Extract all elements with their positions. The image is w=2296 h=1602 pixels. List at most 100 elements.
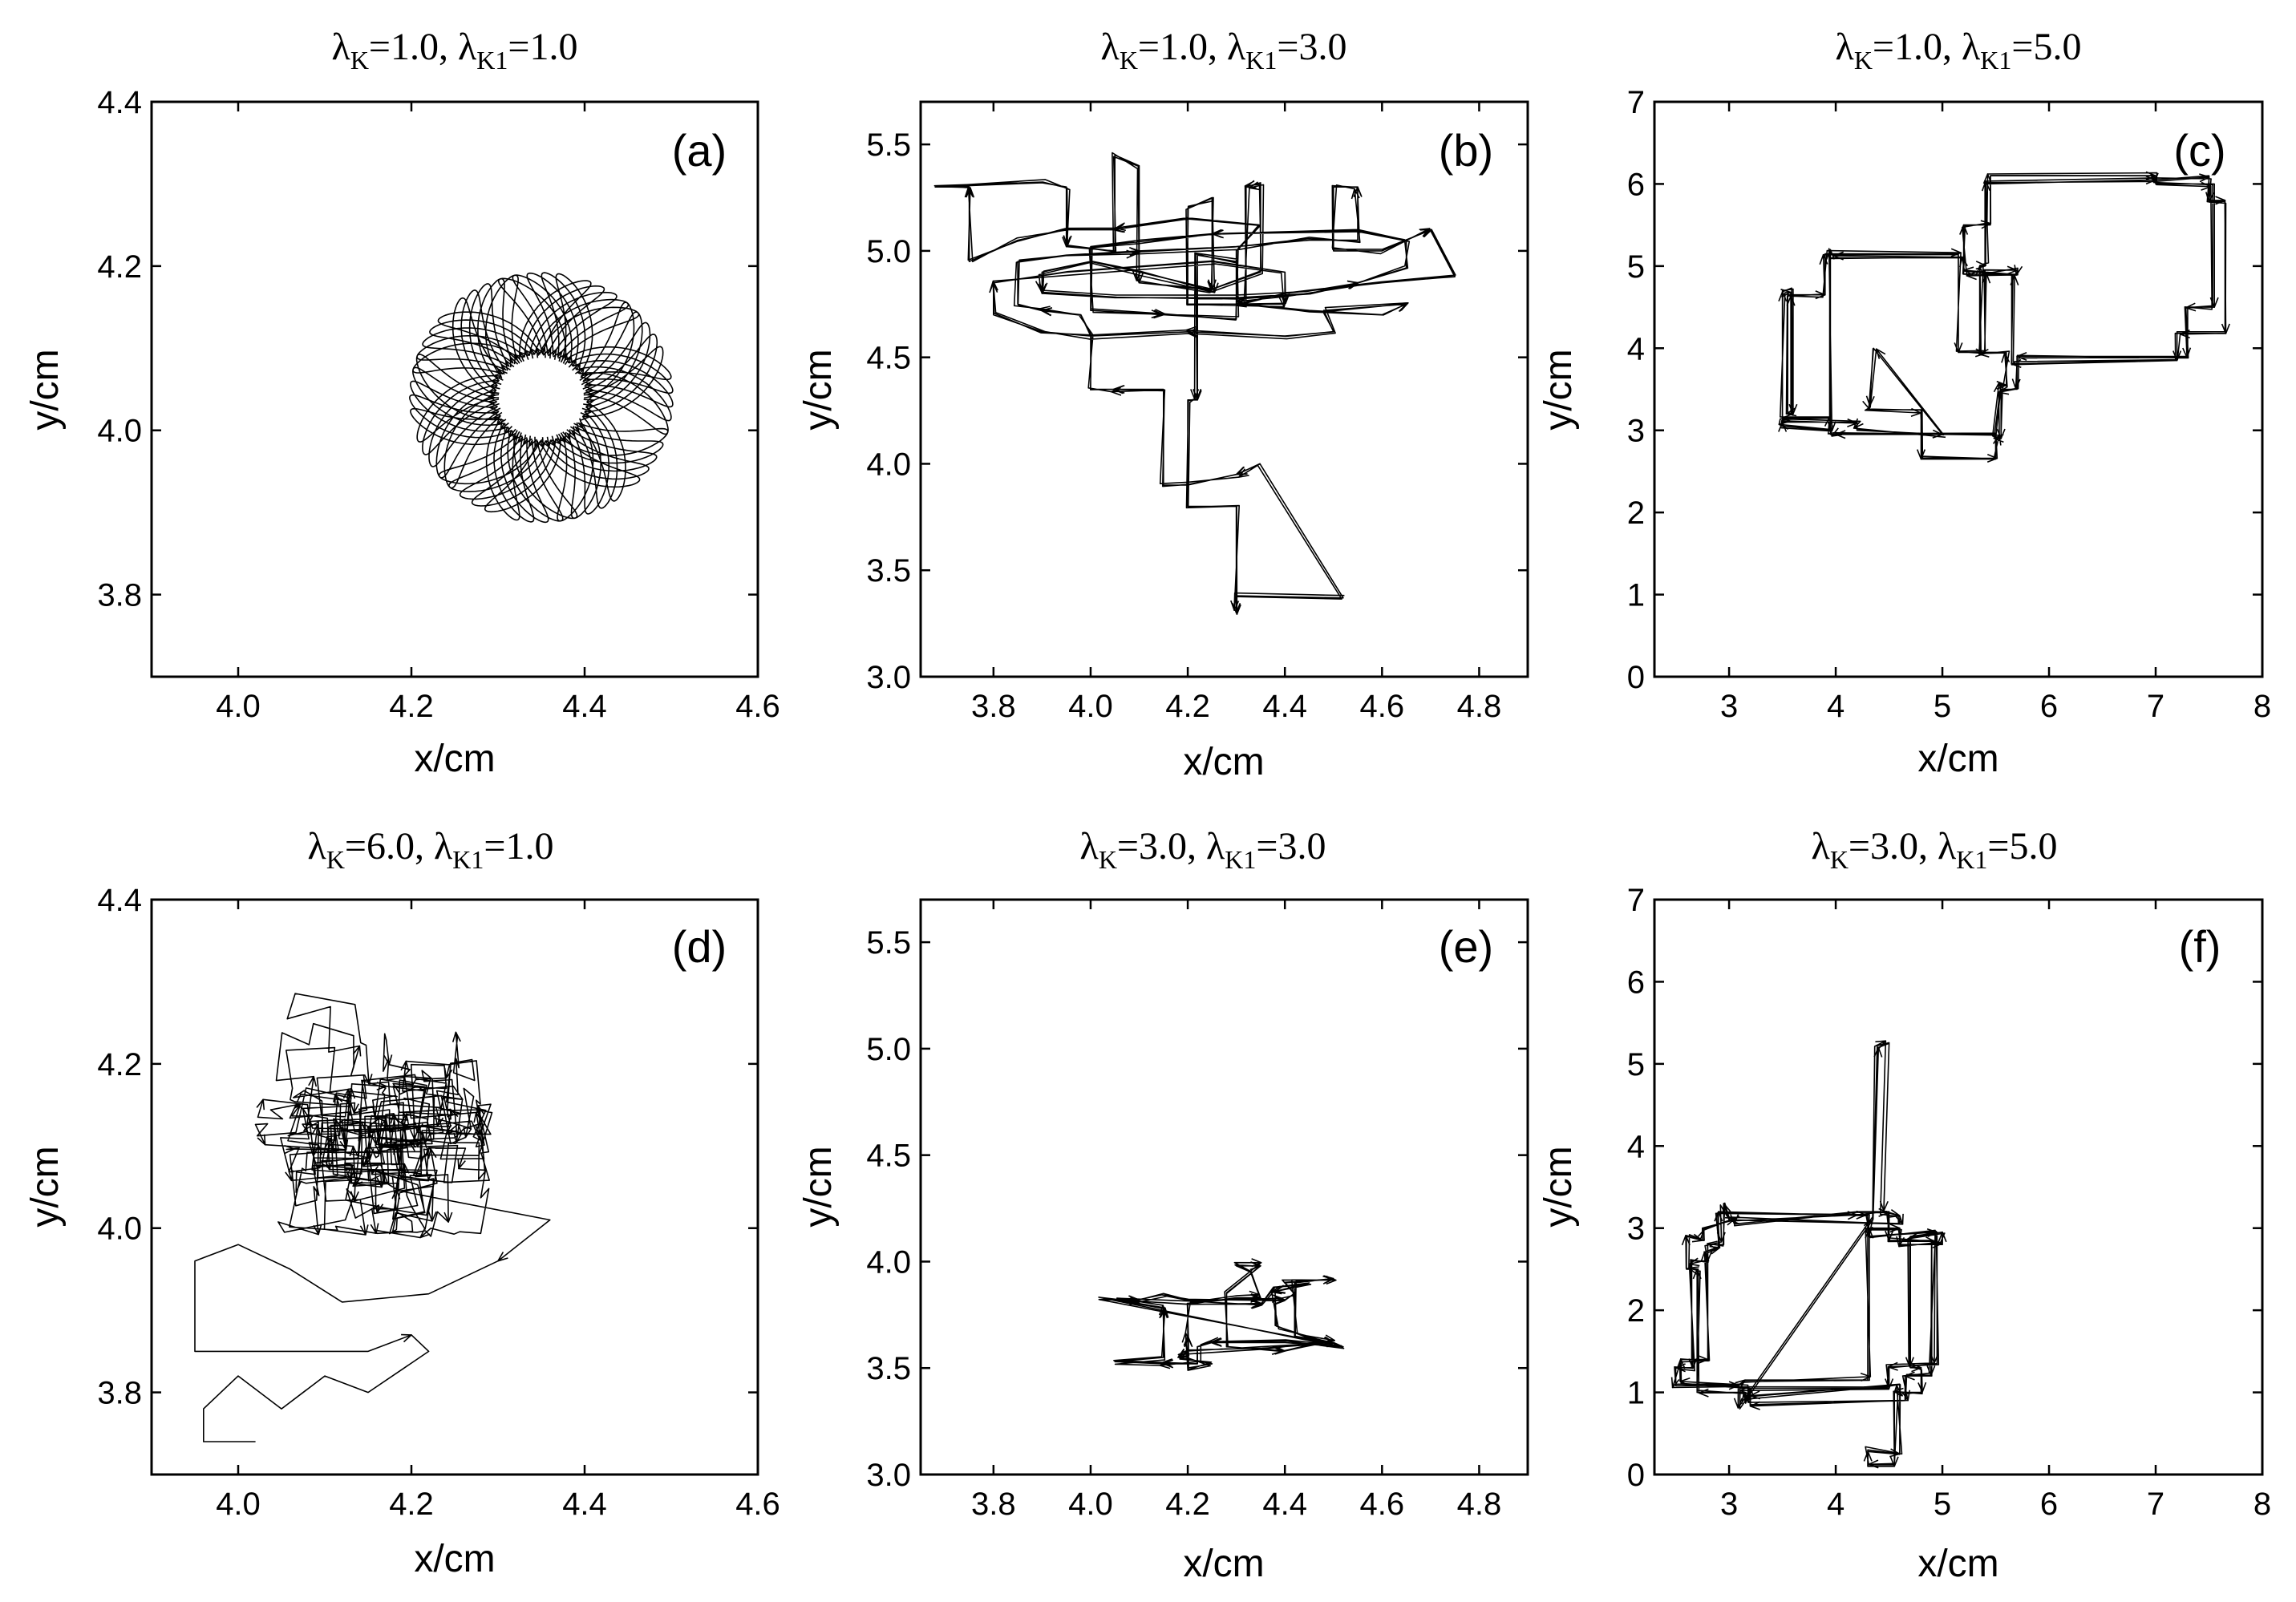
y-tick-label: 0 xyxy=(1627,1458,1645,1493)
y-tick-label: 4.0 xyxy=(866,1244,911,1280)
trajectory-arrows-a xyxy=(488,346,595,448)
x-tick-label: 4.0 xyxy=(1068,1487,1113,1522)
trajectory-arrows-e xyxy=(1128,1258,1338,1369)
x-tick-label: 4.2 xyxy=(389,1487,434,1522)
panel-d: λK=6.0, λK1=1.0 4.0 4.2 4.4 4.6 3.8 4.0 4.2 4.4… xyxy=(24,825,780,1580)
panel-a: λK=1.0, λK1=1.0 4.0 4.2 4.4 4.6 3.8 4.0 4.2 4.4… xyxy=(24,26,780,780)
panel-f-frame xyxy=(1653,898,2264,1476)
x-tick-label: 3.8 xyxy=(971,1487,1016,1522)
x-tick-label: 8 xyxy=(2253,1487,2271,1522)
y-tick-label: 6 xyxy=(1627,167,1645,202)
x-tick-label: 5 xyxy=(1934,689,1951,724)
panel-e-title: λK=3.0, λK1=3.0 xyxy=(1080,825,1326,874)
panel-c-xlabel: x/cm xyxy=(1917,738,1998,780)
y-tick-label: 3.0 xyxy=(866,660,911,695)
panel-a-title: λK=1.0, λK1=1.0 xyxy=(332,26,578,75)
y-tick-label: 5 xyxy=(1627,1047,1645,1082)
y-tick-label: 4.4 xyxy=(97,85,142,120)
x-tick-label: 3 xyxy=(1720,689,1738,724)
trajectory-f xyxy=(1671,1040,1946,1467)
x-tick-label: 4.6 xyxy=(735,689,780,724)
x-tick-label: 4.6 xyxy=(1360,689,1405,724)
y-tick-label: 4.4 xyxy=(97,883,142,918)
trajectory-arrows-c xyxy=(1778,171,2230,463)
y-tick-label: 3.8 xyxy=(97,1376,142,1411)
y-tick-label: 4.0 xyxy=(97,414,142,449)
y-tick-label: 5.0 xyxy=(866,234,911,269)
x-tick-label: 6 xyxy=(2040,1487,2058,1522)
x-tick-label: 5 xyxy=(1934,1487,1951,1522)
y-tick-label: 1 xyxy=(1627,1376,1645,1411)
y-tick-label: 4.5 xyxy=(866,341,911,376)
y-tick-label: 3.0 xyxy=(866,1458,911,1493)
trajectory-a xyxy=(409,272,674,524)
y-tick-label: 4.0 xyxy=(97,1212,142,1247)
y-tick-label: 5.5 xyxy=(866,925,911,961)
x-tick-label: 7 xyxy=(2147,689,2164,724)
y-tick-label: 5 xyxy=(1627,249,1645,285)
panel-c-label: (c) xyxy=(2173,125,2225,176)
x-tick-label: 4.8 xyxy=(1457,689,1502,724)
panel-d-frame xyxy=(150,898,759,1476)
panel-e-frame xyxy=(919,898,1529,1476)
panel-d-title: λK=6.0, λK1=1.0 xyxy=(308,825,554,874)
panel-b: λK=1.0, λK1=3.0 3.8 4.0 4.2 4.4 4.6 4.8 3.0 3.5… xyxy=(797,26,1529,783)
x-tick-label: 4.0 xyxy=(1068,689,1113,724)
x-tick-label: 4.4 xyxy=(1262,1487,1307,1522)
panel-a-ylabel: y/cm xyxy=(24,349,67,430)
x-tick-label: 4.8 xyxy=(1457,1487,1502,1522)
panel-e-label: (e) xyxy=(1439,921,1493,972)
panel-d-xlabel: x/cm xyxy=(414,1538,495,1580)
x-tick-label: 3.8 xyxy=(971,689,1016,724)
panel-e: λK=3.0, λK1=3.0 3.8 4.0 4.2 4.4 4.6 4.8 3.0 3.5… xyxy=(797,825,1529,1585)
y-tick-label: 4 xyxy=(1627,1129,1645,1164)
y-tick-label: 4.5 xyxy=(866,1139,911,1174)
panel-c-frame xyxy=(1653,100,2264,678)
x-tick-label: 4.4 xyxy=(562,689,607,724)
panel-a-frame xyxy=(150,100,759,678)
panel-a-xlabel: x/cm xyxy=(414,738,495,780)
x-tick-label: 4.4 xyxy=(1262,689,1307,724)
panel-b-ylabel: y/cm xyxy=(797,349,840,430)
x-tick-label: 4.2 xyxy=(389,689,434,724)
y-tick-label: 1 xyxy=(1627,578,1645,613)
panel-e-ylabel: y/cm xyxy=(797,1146,840,1227)
y-tick-label: 2 xyxy=(1627,496,1645,531)
x-tick-label: 8 xyxy=(2253,689,2271,724)
panel-b-xlabel: x/cm xyxy=(1183,741,1264,783)
panel-f-xlabel: x/cm xyxy=(1917,1543,1998,1585)
y-tick-label: 3 xyxy=(1627,414,1645,449)
trajectory-e xyxy=(1098,1261,1345,1371)
x-tick-label: 4.0 xyxy=(216,1487,261,1522)
y-tick-label: 3 xyxy=(1627,1212,1645,1247)
x-tick-label: 4.0 xyxy=(216,689,261,724)
y-tick-label: 3.8 xyxy=(97,578,142,613)
y-tick-label: 4.2 xyxy=(97,1047,142,1082)
trajectory-arrows-f xyxy=(1670,1040,1947,1469)
y-tick-label: 7 xyxy=(1627,883,1645,918)
x-tick-label: 4.4 xyxy=(562,1487,607,1522)
x-tick-label: 4.6 xyxy=(735,1487,780,1522)
trajectory-arrows-d xyxy=(256,1031,508,1343)
panel-f-title: λK=3.0, λK1=5.0 xyxy=(1812,825,2058,874)
y-tick-label: 6 xyxy=(1627,965,1645,1000)
panel-b-label: (b) xyxy=(1439,125,1493,176)
panel-b-title: λK=1.0, λK1=3.0 xyxy=(1101,26,1347,75)
y-tick-label: 3.5 xyxy=(866,1351,911,1386)
x-tick-label: 7 xyxy=(2147,1487,2164,1522)
y-tick-label: 3.5 xyxy=(866,553,911,589)
x-tick-label: 3 xyxy=(1720,1487,1738,1522)
y-tick-label: 4.2 xyxy=(97,249,142,285)
x-tick-label: 4.2 xyxy=(1165,689,1210,724)
y-tick-label: 0 xyxy=(1627,660,1645,695)
x-tick-label: 4.6 xyxy=(1360,1487,1405,1522)
panel-f-ylabel: y/cm xyxy=(1537,1146,1580,1227)
panel-a-label: (a) xyxy=(672,125,727,176)
panel-b-frame xyxy=(919,100,1529,678)
y-tick-label: 4 xyxy=(1627,331,1645,366)
trajectory-d xyxy=(194,993,551,1442)
panel-d-label: (d) xyxy=(672,921,727,972)
trajectory-b xyxy=(933,152,1456,615)
